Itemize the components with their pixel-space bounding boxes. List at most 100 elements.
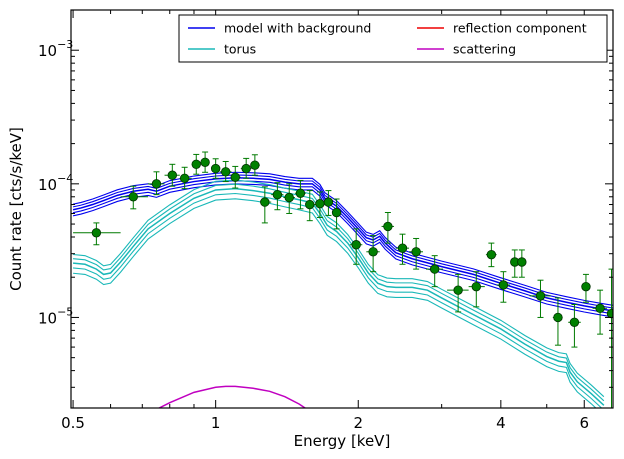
data-point [409,237,424,270]
data-marker [230,172,240,182]
y-tick-label: 10−5 [38,305,73,327]
data-marker [191,159,201,170]
axis-ticks [71,9,613,408]
data-marker [581,281,591,292]
data-point [305,190,317,222]
series-line-model-band-1 [72,174,613,309]
data-point [219,160,232,183]
series-line-scattering [157,385,307,408]
data-marker [220,167,231,177]
data-marker [167,170,178,180]
series-line-model-band-4 [72,183,613,318]
y-tick-label: 10−4 [38,172,73,194]
x-tick-label: 6 [579,414,589,432]
data-marker [411,247,421,257]
data-point [120,185,149,210]
y-tick-label: 10−3 [38,38,73,60]
data-marker [486,249,497,260]
x-tick-label: 4 [496,414,506,432]
data-point [485,242,497,268]
data-points [73,151,613,408]
data-point [366,235,380,273]
data-point [271,182,284,211]
x-tick-label: 1 [211,414,221,432]
data-point [581,273,591,303]
axis-tick-labels: 0.5 1 2 4 6 10−5 10−4 10−3 [38,38,589,432]
data-marker [517,257,527,267]
x-tick-label: 0.5 [61,414,85,432]
data-marker [260,197,270,207]
data-marker [91,228,102,238]
legend-label-model: model with background [224,21,371,36]
data-point [283,183,295,214]
legend-label-reflection: reflection component [453,21,587,36]
data-point [425,255,444,288]
data-marker [200,157,210,167]
series-line-torus-band-2 [73,192,603,408]
data-point [552,297,563,346]
series-line-model [72,177,613,312]
data-marker [315,199,325,209]
legend: model with background reflection compone… [178,14,608,63]
x-tick-label: 2 [353,414,363,432]
data-point [517,249,527,278]
data-marker [535,291,546,301]
y-axis-title: Count rate [cts/s/keV] [7,127,25,291]
data-point [568,303,581,348]
data-point [331,198,342,230]
data-point [395,233,410,265]
data-point [381,212,395,244]
data-marker [368,247,378,257]
legend-label-scattering: scattering [453,42,516,57]
series-line-torus-band-4 [73,198,597,408]
data-point [230,165,241,189]
data-marker [241,163,251,174]
data-point [496,271,510,303]
data-point [349,228,363,265]
data-marker [151,179,162,189]
x-axis-title: Energy [keV] [294,432,391,450]
data-marker [331,207,342,218]
data-marker [498,280,509,290]
data-point [250,154,260,176]
data-point [294,179,306,210]
data-marker [429,264,440,274]
data-marker [210,163,221,174]
data-point [447,273,469,313]
model-curves [72,171,613,408]
data-point [73,222,121,246]
data-point [191,153,201,175]
data-point [240,157,252,179]
data-point [179,166,192,190]
data-marker [179,173,190,184]
data-marker [453,285,463,295]
data-marker [383,221,393,232]
data-point [468,271,485,308]
data-marker [351,240,361,250]
data-marker [471,281,481,292]
data-point [200,151,210,173]
data-marker [305,199,315,210]
data-marker [250,160,260,170]
data-point [259,186,272,224]
data-marker [569,317,580,327]
data-point [529,279,551,318]
data-marker [323,197,334,207]
plot-frame [70,9,614,409]
legend-label-torus: torus [224,42,256,57]
data-marker [397,243,408,253]
data-point [315,191,325,218]
series-line-torus [72,187,605,406]
data-point [323,190,334,216]
data-point [148,171,165,196]
data-point [210,158,221,179]
data-marker [272,189,283,200]
data-marker [595,303,605,314]
data-marker [553,312,563,323]
data-marker [128,192,138,202]
data-point [592,289,607,335]
data-marker [606,308,613,319]
data-point [164,163,180,187]
legend-box [178,14,608,63]
